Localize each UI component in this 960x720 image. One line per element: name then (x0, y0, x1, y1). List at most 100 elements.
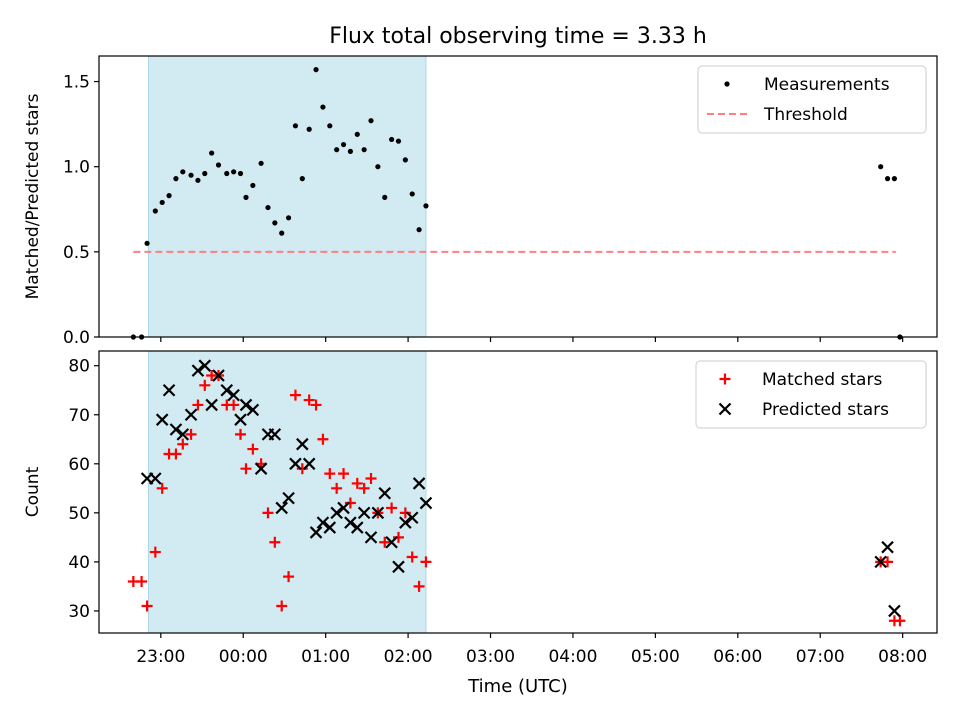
predicted-stars-point (385, 535, 398, 549)
axes-frame (98, 350, 938, 634)
measurements-point (382, 194, 388, 200)
measurements-point (272, 220, 278, 226)
measurements-point (409, 191, 415, 197)
matched-stars-point (338, 468, 350, 480)
matched-stars-point (303, 394, 315, 406)
x-tick-label: 01:00 (301, 647, 350, 667)
matched-stars-point (269, 536, 281, 548)
measurements-point (231, 169, 237, 175)
matched-stars-point (406, 551, 418, 563)
measurements-point (237, 170, 244, 177)
y-tick-label: 0.0 (63, 328, 90, 348)
measurements-point (340, 141, 347, 148)
matched-stars-point (199, 379, 211, 391)
matched-stars-point (296, 463, 308, 475)
measurements-point (258, 160, 264, 166)
matched-stars-point (317, 433, 329, 445)
matched-stars-point (894, 615, 906, 627)
legend-label: Matched stars (762, 370, 882, 390)
predicted-stars-point (198, 359, 212, 372)
matched-stars-point (379, 536, 391, 548)
predicted-stars-point (881, 540, 894, 554)
measurements-point (306, 126, 312, 132)
measurements-point (166, 193, 172, 199)
x-tick-label: 05:00 (631, 647, 680, 667)
measurements-point (878, 164, 884, 170)
legend-box (695, 360, 927, 429)
y-axis-label: Count (23, 466, 43, 517)
measurements-point (368, 118, 374, 124)
measurements-point (202, 170, 208, 177)
measurements-point (195, 177, 201, 183)
matched-stars-point (192, 399, 204, 411)
x-tick-label: 06:00 (713, 647, 762, 667)
y-tick-label: 60 (68, 455, 90, 475)
y-tick-label: 40 (68, 553, 90, 573)
legend: Measurements Threshold (697, 65, 927, 134)
matched-stars-point (351, 477, 363, 489)
y-tick-label: 70 (68, 406, 90, 426)
predicted-stars-point (316, 516, 330, 529)
measurements-point (423, 203, 429, 209)
measurements-point (285, 215, 292, 221)
predicted-stars-point (364, 531, 378, 544)
predicted-stars-point (254, 462, 268, 475)
measurements-point (188, 172, 194, 178)
matched-stars-point (228, 399, 240, 411)
y-tick-label: 50 (68, 504, 90, 524)
predicted-stars-point (239, 398, 253, 412)
x-tick-label: 02:00 (384, 647, 433, 667)
predicted-stars-point (169, 423, 183, 436)
measurements-point (209, 150, 215, 156)
legend: Matched stars Predicted stars (695, 360, 927, 429)
matched-stars-point (365, 473, 377, 485)
matched-stars-point (234, 428, 246, 440)
matched-stars-point (262, 507, 274, 519)
measurements-point (347, 148, 353, 154)
axes-frame (98, 55, 938, 338)
matched-stars-point (136, 576, 148, 588)
matched-stars-point (399, 507, 411, 519)
measurements-point (215, 162, 222, 168)
chart-title: Flux total observing time = 3.33 h (329, 24, 707, 49)
y-tick-label: 0.5 (63, 243, 90, 263)
predicted-stars-point (405, 511, 419, 525)
measurements-point (395, 138, 402, 144)
predicted-stars-point (378, 486, 392, 500)
legend-label: Measurements (764, 75, 890, 95)
predicted-stars-point (296, 437, 309, 451)
y-axis-label: Matched/Predicted stars (23, 93, 43, 299)
x-tick-label: 03:00 (466, 647, 515, 667)
predicted-stars-point (282, 491, 295, 505)
predicted-stars-point (268, 428, 282, 441)
matched-stars-point (331, 482, 343, 494)
measurements-point (320, 104, 326, 110)
matched-stars-point (170, 448, 182, 460)
matched-stars-point (344, 497, 356, 509)
predicted-stars-point (399, 516, 412, 529)
predicted-stars-point (191, 364, 205, 377)
x-tick-label: 04:00 (548, 647, 597, 667)
y-tick-label: 1.0 (63, 158, 90, 178)
predicted-stars-point (176, 428, 190, 441)
matched-stars-point (386, 502, 398, 514)
measurements-point (159, 199, 165, 206)
legend-predicted-stars-swatch (718, 402, 732, 416)
predicted-stars-point (874, 555, 887, 569)
matched-stars-point (289, 389, 301, 401)
predicted-stars-point (419, 496, 433, 510)
measurements-point (327, 123, 333, 129)
x-axis-label: Time (UTC) (467, 676, 568, 697)
measurements-point (152, 208, 158, 214)
observing-window-shade (147, 350, 427, 634)
predicted-stars-point (323, 521, 337, 534)
predicted-stars-point (888, 604, 901, 618)
legend-matched-stars-swatch (719, 373, 731, 385)
measurements-point (354, 131, 360, 137)
measurements-point (250, 182, 256, 189)
predicted-stars-point (205, 398, 218, 412)
matched-stars-point (392, 531, 404, 543)
matched-stars-point (276, 600, 288, 612)
legend-box (697, 65, 927, 134)
